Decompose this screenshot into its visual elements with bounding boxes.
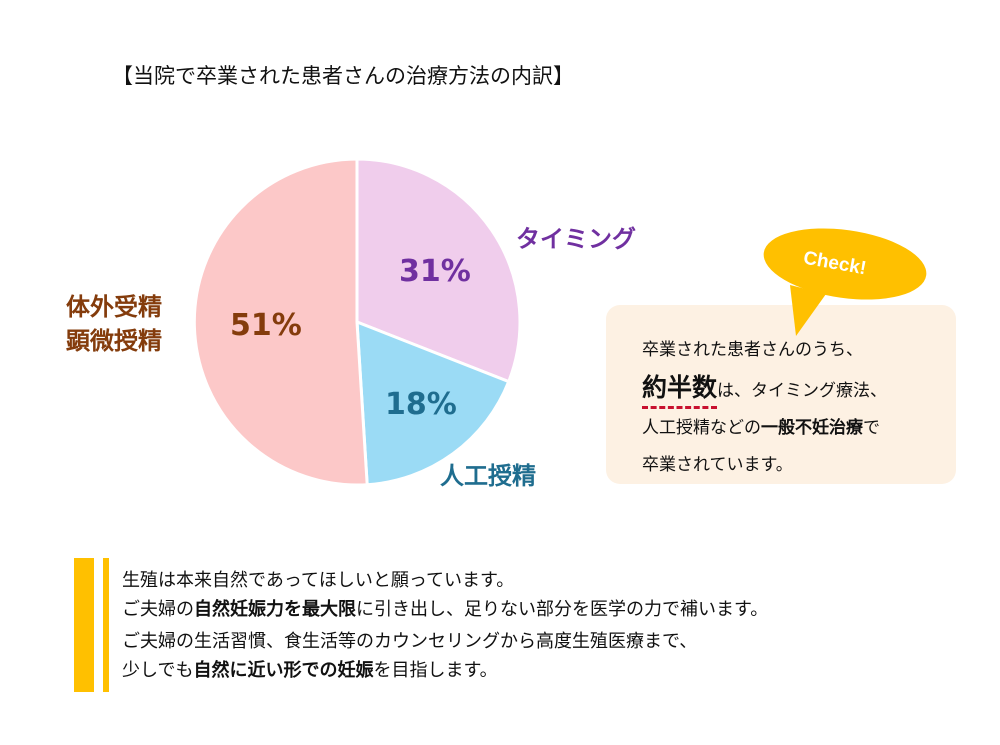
ivf-label-line1: 体外受精 [66, 293, 162, 321]
accent-bar-thin [103, 558, 109, 692]
ivf-label-line2: 顕微授精 [66, 327, 162, 355]
general-infertility-emphasis: 一般不妊治療 [761, 418, 863, 438]
about-half-emphasis: 約半数 [642, 369, 718, 409]
message-line-2-bold: 自然妊娠力を最大限 [194, 599, 356, 620]
slice-ivf-icsi [192, 157, 369, 487]
message-line-2-pre: ご夫婦の [122, 599, 194, 620]
chart-title: 【当院で卒業された患者さんの治療方法の内訳】 [112, 64, 574, 88]
check-line-3-pre: 人工授精などの [642, 418, 761, 438]
check-line-3-post: で [863, 418, 880, 438]
ai-label: 人工授精 [440, 462, 536, 490]
message-line-2: ご夫婦の自然妊娠力を最大限に引き出し、足りない部分を医学の力で補います。 [122, 595, 768, 621]
check-line-4: 卒業されています。 [642, 455, 793, 475]
message-line-4-pre: 少しでも [122, 660, 194, 681]
check-text: 卒業された患者さんのうち、 約半数は、タイミング療法、 人工授精などの一般不妊治… [642, 332, 887, 484]
slice-timing [355, 157, 522, 384]
message-line-4-bold: 自然に近い形での妊娠 [193, 660, 374, 681]
message-line-2-post: に引き出し、足りない部分を医学の力で補います。 [356, 599, 769, 620]
check-line-2-rest: は、タイミング療法、 [717, 381, 888, 401]
slice-artificial-insemination [355, 319, 511, 487]
check-line-3: 人工授精などの一般不妊治療で [642, 410, 887, 447]
accent-bar-thick [74, 558, 94, 692]
check-info-box [606, 305, 956, 484]
message-line-4: 少しでも自然に近い形での妊娠を目指します。 [122, 656, 498, 682]
check-line-2: 約半数は、タイミング療法、 [642, 369, 887, 410]
message-line-3: ご夫婦の生活習慣、食生活等のカウンセリングから高度生殖医療まで、 [122, 631, 698, 652]
message-line-4-post: を目指します。 [373, 660, 498, 681]
ai-percent: 18% [385, 387, 457, 422]
timing-percent: 31% [399, 254, 471, 289]
timing-label: タイミング [516, 225, 636, 253]
ivf-label: 体外受精 顕微授精 [66, 290, 162, 358]
check-line-1: 卒業された患者さんのうち、 [642, 340, 863, 360]
ivf-percent: 51% [230, 308, 302, 343]
message-line-1: 生殖は本来自然であってほしいと願っています。 [122, 570, 515, 591]
